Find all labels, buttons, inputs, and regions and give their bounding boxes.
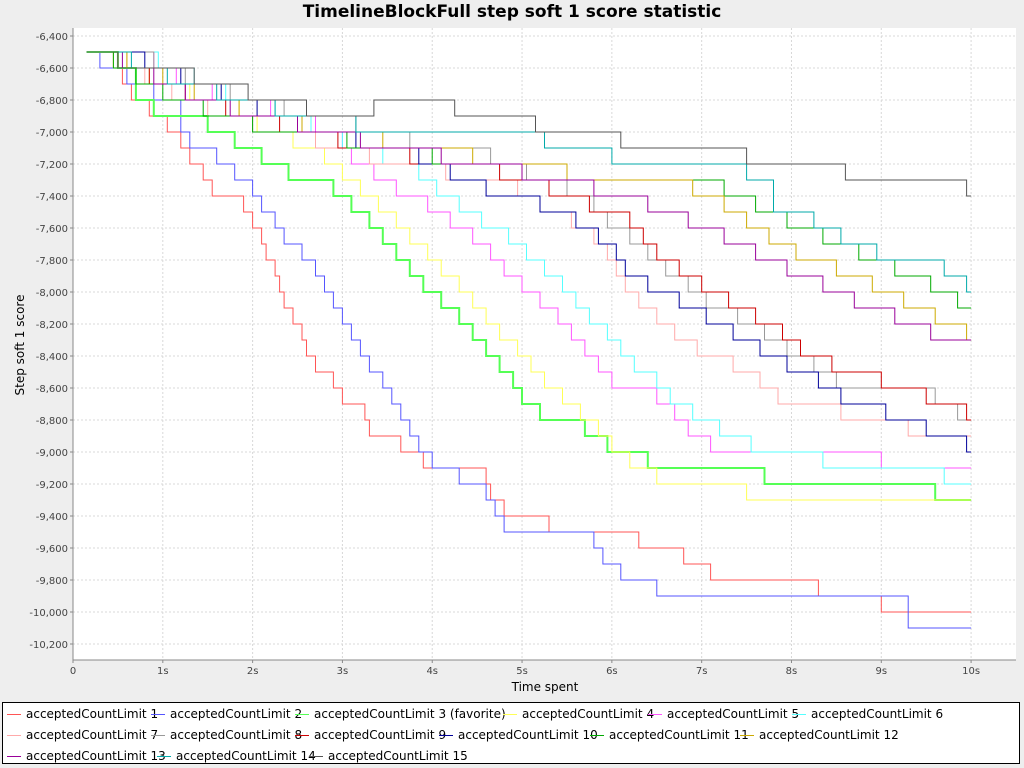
legend-item: acceptedCountLimit 2 (151, 706, 302, 722)
legend-swatch (439, 734, 453, 736)
series-line-1 (86, 51, 972, 613)
legend-label: acceptedCountLimit 2 (170, 707, 303, 721)
y-tick-label: -7,400 (36, 192, 68, 203)
y-tick-label: -9,400 (36, 512, 68, 523)
legend-item: acceptedCountLimit 9 (295, 727, 446, 743)
chart-title: TimelineBlockFull step soft 1 score stat… (302, 2, 722, 22)
y-tick-label: -9,800 (36, 576, 68, 587)
legend-label: acceptedCountLimit 8 (170, 728, 303, 742)
legend-label: acceptedCountLimit 13 (26, 749, 166, 763)
series-line-15 (86, 51, 972, 197)
x-tick-label: 0 (70, 666, 76, 677)
y-tick-label: -9,000 (36, 448, 68, 459)
y-tick-label: -8,600 (36, 384, 68, 395)
legend-swatch (295, 713, 309, 715)
y-tick-label: -9,600 (36, 544, 68, 555)
legend-item: acceptedCountLimit 3 (favorite) (295, 706, 506, 722)
x-tick-label: 7s (696, 666, 708, 677)
series-line-9 (86, 51, 972, 421)
legend-item: acceptedCountLimit 5 (648, 706, 799, 722)
legend-label: acceptedCountLimit 10 (458, 728, 598, 742)
x-tick-label: 3s (337, 666, 349, 677)
x-tick-label: 2s (247, 666, 259, 677)
legend-item: acceptedCountLimit 13 (7, 748, 166, 764)
plot-background (73, 28, 1016, 660)
legend-label: acceptedCountLimit 12 (759, 728, 899, 742)
legend-item: acceptedCountLimit 12 (740, 727, 899, 743)
legend-swatch (309, 755, 323, 757)
x-axis-label: Time spent (511, 680, 579, 694)
y-tick-label: -6,400 (36, 32, 68, 43)
legend-label: acceptedCountLimit 6 (811, 707, 944, 721)
legend-swatch (7, 713, 21, 715)
legend-swatch (740, 734, 754, 736)
x-tick-label: 9s (875, 666, 887, 677)
series-line-4 (86, 51, 972, 501)
y-tick-label: -7,200 (36, 160, 68, 171)
legend-swatch (157, 755, 171, 757)
y-tick-label: -9,200 (36, 480, 68, 491)
y-tick-label: -8,200 (36, 320, 68, 331)
legend-swatch (792, 713, 806, 715)
grid-lines (72, 28, 1016, 660)
y-tick-label: -8,800 (36, 416, 68, 427)
series-line-8 (86, 51, 972, 421)
series-line-13 (86, 51, 972, 341)
legend-swatch (151, 734, 165, 736)
legend-swatch (295, 734, 309, 736)
legend-item: acceptedCountLimit 10 (439, 727, 598, 743)
y-tick-label: -6,600 (36, 64, 68, 75)
legend-label: acceptedCountLimit 14 (176, 749, 316, 763)
series-line-14 (86, 51, 972, 293)
legend-label: acceptedCountLimit 7 (26, 728, 159, 742)
y-tick-label: -7,800 (36, 256, 68, 267)
legend-label: acceptedCountLimit 5 (667, 707, 800, 721)
legend-swatch (648, 713, 662, 715)
y-tick-label: -8,400 (36, 352, 68, 363)
series-line-2 (86, 51, 972, 629)
y-tick-label: -10,200 (29, 640, 68, 651)
legend: acceptedCountLimit 1 acceptedCountLimit 2… (2, 702, 1020, 764)
x-tick-label: 1s (157, 666, 169, 677)
legend-item: acceptedCountLimit 11 (590, 727, 749, 743)
legend-swatch (503, 713, 517, 715)
legend-item: acceptedCountLimit 15 (309, 748, 468, 764)
legend-swatch (590, 734, 604, 736)
plot-area: -6,400 -6,600 -6,800 -7,000 -7,200 -7,400 -7,6… (13, 28, 1016, 694)
legend-item: acceptedCountLimit 14 (157, 748, 316, 764)
legend-label: acceptedCountLimit 9 (314, 728, 447, 742)
x-tick-label: 4s (426, 666, 438, 677)
legend-label: acceptedCountLimit 4 (522, 707, 655, 721)
legend-swatch (151, 713, 165, 715)
y-tick-label: -6,800 (36, 96, 68, 107)
x-tick-label: 10s (962, 666, 980, 677)
legend-swatch (7, 755, 21, 757)
legend-item: acceptedCountLimit 1 (7, 706, 158, 722)
legend-label: acceptedCountLimit 11 (609, 728, 749, 742)
y-tick-label: -7,600 (36, 224, 68, 235)
legend-item: acceptedCountLimit 4 (503, 706, 654, 722)
series-line-6 (86, 51, 972, 485)
x-tick-label: 5s (516, 666, 528, 677)
legend-item: acceptedCountLimit 7 (7, 727, 158, 743)
y-tick-label: -8,000 (36, 288, 68, 299)
series-lines (86, 51, 972, 629)
y-tick-label: -7,000 (36, 128, 68, 139)
legend-item: acceptedCountLimit 8 (151, 727, 302, 743)
x-tick-label: 6s (606, 666, 618, 677)
legend-label: acceptedCountLimit 3 (favorite) (314, 707, 506, 721)
legend-swatch (7, 734, 21, 736)
x-tick-label: 8s (786, 666, 798, 677)
legend-label: acceptedCountLimit 15 (328, 749, 468, 763)
legend-item: acceptedCountLimit 6 (792, 706, 943, 722)
y-axis-label: Step soft 1 score (13, 295, 27, 396)
axes: -6,400 -6,600 -6,800 -7,000 -7,200 -7,400 -7,6… (29, 28, 1016, 677)
legend-label: acceptedCountLimit 1 (26, 707, 159, 721)
y-tick-label: -10,000 (29, 608, 68, 619)
